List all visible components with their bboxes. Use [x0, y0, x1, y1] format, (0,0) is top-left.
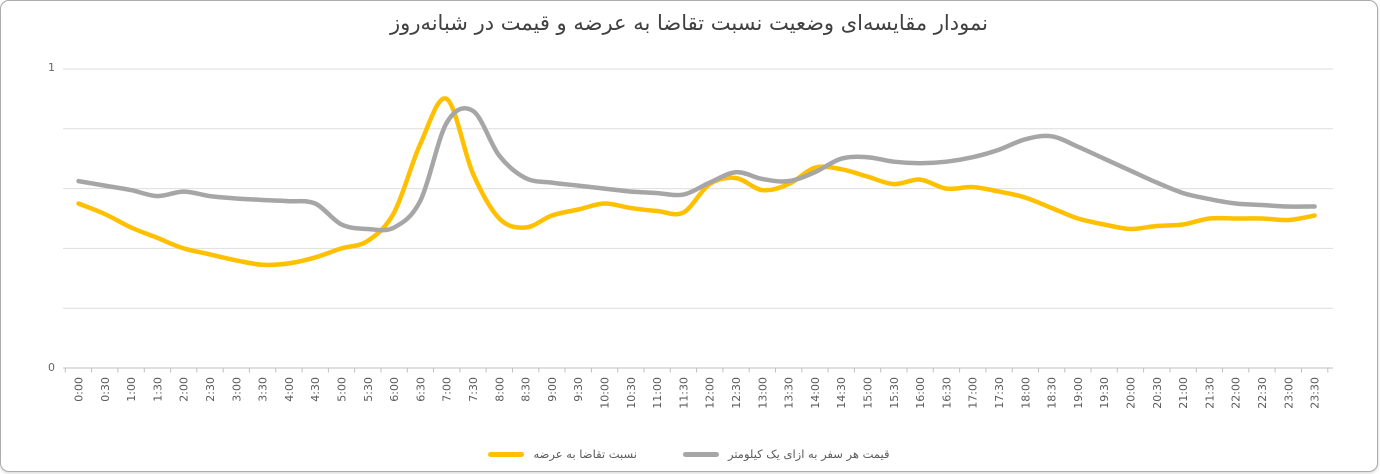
x-axis-label: 23:00 — [1282, 377, 1295, 409]
x-axis-label: 13:00 — [756, 377, 769, 409]
x-axis-label: 0:00 — [73, 377, 86, 402]
legend-label-price-per-km: قیمت هر سفر به ازای یک کیلومتر — [727, 447, 890, 461]
x-axis-label: 18:00 — [1019, 377, 1032, 409]
x-axis-label: 6:00 — [388, 377, 401, 402]
x-axis-label: 2:30 — [204, 377, 217, 402]
x-axis-label: 3:30 — [257, 377, 270, 402]
x-axis-label: 6:30 — [414, 377, 427, 402]
plot-area: 0:00 0:30 1:00 1:30 2:00 2:30 3:00 3:30 4:00 4:30… — [63, 68, 1333, 409]
x-axis-label: 16:30 — [940, 377, 953, 409]
x-axis-label: 3:00 — [230, 377, 243, 402]
x-axis-label: 10:00 — [599, 377, 612, 409]
x-axis-label: 17:00 — [967, 377, 980, 409]
x-axis-label: 19:30 — [1098, 377, 1111, 409]
x-axis-label: 8:00 — [493, 377, 506, 402]
x-axis-label: 19:00 — [1072, 377, 1085, 409]
x-axis-label: 12:00 — [704, 377, 717, 409]
x-axis-label: 18:30 — [1046, 377, 1059, 409]
x-axis-label: 14:30 — [835, 377, 848, 409]
x-axis-label: 7:30 — [467, 377, 480, 402]
x-axis-label: 10:30 — [625, 377, 638, 409]
x-axis-label: 14:00 — [809, 377, 822, 409]
legend-item-price-per-km: قیمت هر سفر به ازای یک کیلومتر — [682, 447, 890, 461]
demand-supply-ratio-line — [76, 96, 1317, 268]
x-axis-label: 11:00 — [651, 377, 664, 409]
x-axis-label: 8:30 — [520, 377, 533, 402]
x-axis-label: 22:00 — [1230, 377, 1243, 409]
y-axis-min-label: 0 — [48, 361, 55, 374]
x-axis-label: 16:00 — [914, 377, 927, 409]
y-axis-max-label: 1 — [48, 61, 55, 74]
legend-swatch-price-per-km — [682, 451, 719, 457]
x-axis-label: 20:30 — [1151, 377, 1164, 409]
chart-legend: نسبت تقاضا به عرضه قیمت هر سفر به ازای ی… — [1, 447, 1377, 461]
x-axis-label: 13:30 — [783, 377, 796, 409]
x-axis-label: 7:00 — [441, 377, 454, 402]
x-axis-label: 9:00 — [546, 377, 559, 402]
x-axis-label: 5:00 — [336, 377, 349, 402]
x-axis-label: 15:00 — [862, 377, 875, 409]
x-axis-label: 15:30 — [888, 377, 901, 409]
x-axis-label: 0:30 — [99, 377, 112, 402]
x-axis-label: 12:30 — [730, 377, 743, 409]
x-axis-label: 17:30 — [993, 377, 1006, 409]
x-axis-label: 21:00 — [1177, 377, 1190, 409]
x-axis-label: 21:30 — [1203, 377, 1216, 409]
x-axis-label: 1:30 — [151, 377, 164, 402]
x-axis-label: 2:00 — [178, 377, 191, 402]
x-axis-label: 4:30 — [309, 377, 322, 402]
legend-item-demand-supply-ratio: نسبت تقاضا به عرضه — [488, 447, 637, 461]
x-axis-label: 20:00 — [1125, 377, 1138, 409]
x-axis-label: 22:30 — [1256, 377, 1269, 409]
x-axis-label: 1:00 — [125, 377, 138, 402]
x-axis-label: 4:00 — [283, 377, 296, 402]
x-axis-label: 9:30 — [572, 377, 585, 402]
legend-swatch-demand-supply-ratio — [488, 451, 525, 457]
price-per-km-line — [76, 106, 1317, 233]
x-axis-label: 11:30 — [677, 377, 690, 409]
x-axis-label: 5:30 — [362, 377, 375, 402]
x-axis-label: 23:30 — [1309, 377, 1322, 409]
chart-title: نمودار مقایسه‌ای وضعیت نسبت تقاضا به عرض… — [390, 11, 988, 35]
legend-label-demand-supply-ratio: نسبت تقاضا به عرضه — [533, 447, 637, 461]
